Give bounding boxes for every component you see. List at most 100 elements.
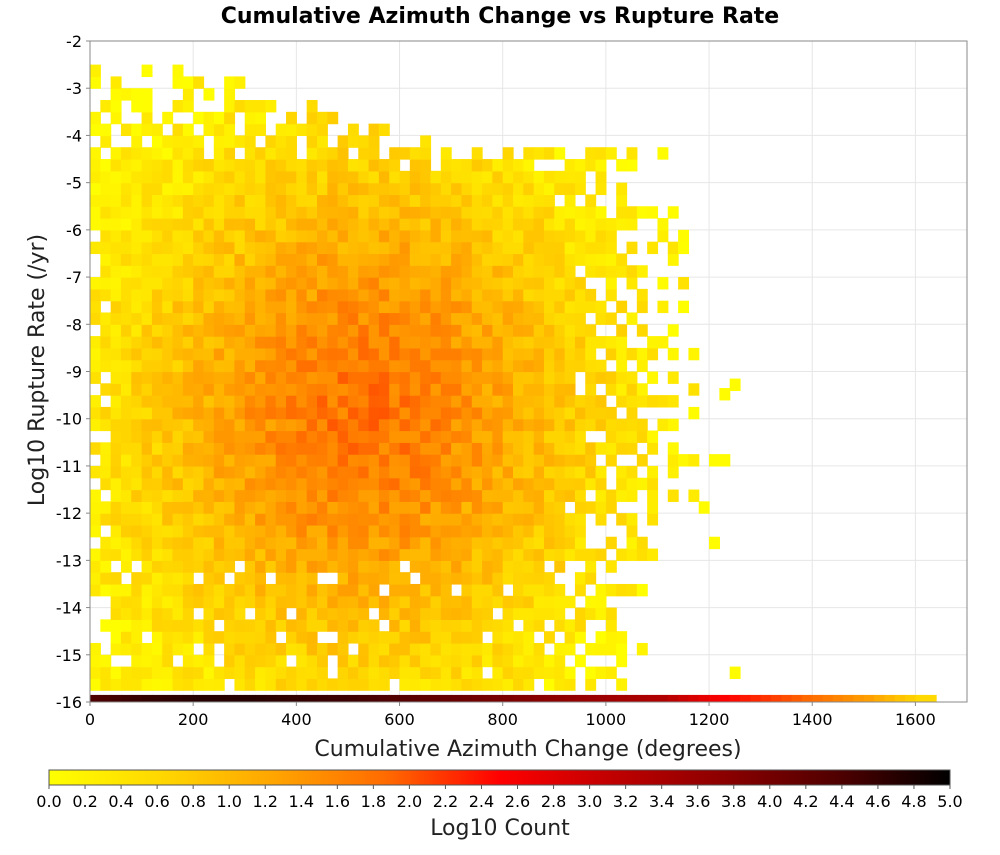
heatmap-cell bbox=[162, 607, 174, 620]
heatmap-cell bbox=[543, 277, 555, 290]
heatmap-cell bbox=[203, 548, 215, 561]
heatmap-cell bbox=[492, 430, 504, 443]
heatmap-cell bbox=[286, 336, 297, 349]
heatmap-cell bbox=[286, 359, 297, 373]
heatmap-cell bbox=[471, 654, 483, 668]
heatmap-cell bbox=[234, 678, 246, 691]
heatmap-cell bbox=[90, 288, 101, 302]
heatmap-cell-bottom bbox=[554, 694, 566, 702]
heatmap-cell bbox=[193, 312, 205, 325]
heatmap-cell bbox=[244, 147, 256, 160]
heatmap-cell bbox=[265, 159, 277, 172]
heatmap-cell bbox=[193, 383, 205, 396]
heatmap-cell bbox=[409, 619, 421, 632]
heatmap-cell bbox=[554, 359, 566, 373]
heatmap-cell bbox=[378, 524, 390, 538]
heatmap-cell bbox=[306, 359, 318, 373]
heatmap-cell bbox=[543, 288, 555, 302]
heatmap-cell bbox=[667, 371, 679, 384]
heatmap-cell bbox=[574, 312, 586, 325]
heatmap-cell bbox=[471, 359, 483, 373]
heatmap-cell bbox=[595, 418, 607, 432]
heatmap-cell bbox=[90, 501, 101, 514]
heatmap-cell-bottom bbox=[162, 694, 174, 702]
heatmap-cell bbox=[502, 524, 514, 538]
heatmap-cell bbox=[358, 560, 370, 573]
heatmap-cell bbox=[203, 501, 215, 514]
heatmap-cell bbox=[399, 607, 411, 620]
heatmap-cell-bottom bbox=[224, 694, 236, 702]
heatmap-cell bbox=[399, 253, 411, 266]
heatmap-cell bbox=[430, 371, 442, 384]
heatmap-cell-bottom bbox=[822, 694, 834, 702]
heatmap-cell bbox=[162, 194, 174, 207]
heatmap-cell bbox=[626, 489, 638, 502]
heatmap-cell bbox=[90, 241, 101, 255]
heatmap-cell-bottom bbox=[399, 694, 411, 702]
heatmap-cell bbox=[172, 383, 184, 396]
heatmap-cell bbox=[440, 595, 452, 609]
y-axis-ticks: -2-3-4-5-6-7-8-9-10-11-12-13-14-15-16 bbox=[56, 32, 90, 712]
heatmap-cell bbox=[120, 666, 132, 679]
heatmap-cell bbox=[513, 524, 524, 538]
heatmap-cell bbox=[585, 607, 597, 620]
heatmap-cell bbox=[461, 288, 473, 302]
heatmap-cell bbox=[234, 194, 246, 207]
heatmap-cell bbox=[203, 477, 215, 491]
heatmap-cell bbox=[471, 288, 483, 302]
heatmap-cell bbox=[90, 312, 101, 325]
heatmap-cell bbox=[110, 619, 122, 632]
heatmap-cell bbox=[368, 229, 380, 243]
heatmap-cell bbox=[141, 324, 153, 337]
heatmap-cell-bottom bbox=[265, 694, 277, 702]
heatmap-cell bbox=[368, 489, 380, 502]
heatmap-cell bbox=[337, 347, 349, 361]
heatmap-cell bbox=[636, 536, 648, 550]
heatmap-cell bbox=[224, 111, 236, 125]
heatmap-cell bbox=[482, 182, 493, 196]
heatmap-cell bbox=[244, 135, 256, 148]
heatmap-cell bbox=[430, 560, 442, 573]
heatmap-cell bbox=[626, 583, 638, 597]
heatmap-cell bbox=[286, 666, 297, 679]
heatmap-cell bbox=[162, 265, 174, 278]
heatmap-cell bbox=[141, 218, 153, 231]
heatmap-cell bbox=[213, 111, 225, 125]
heatmap-cell bbox=[626, 206, 638, 219]
heatmap-cell bbox=[595, 218, 607, 231]
heatmap-cell bbox=[626, 312, 638, 325]
heatmap-cell bbox=[275, 383, 287, 396]
heatmap-cell bbox=[368, 288, 380, 302]
heatmap-cell bbox=[430, 406, 442, 420]
heatmap-cell bbox=[420, 454, 432, 467]
heatmap-cell bbox=[471, 442, 483, 455]
heatmap-cell bbox=[574, 454, 586, 467]
heatmap-cell-bottom bbox=[523, 694, 535, 702]
heatmap-cell bbox=[523, 241, 535, 255]
heatmap-cell bbox=[172, 678, 184, 691]
heatmap-cell bbox=[430, 277, 442, 290]
heatmap-cell bbox=[151, 347, 163, 361]
heatmap-cell bbox=[523, 619, 535, 632]
heatmap-cell bbox=[533, 442, 545, 455]
heatmap-cell bbox=[347, 159, 359, 172]
heatmap-cell-bottom bbox=[430, 694, 442, 702]
heatmap-cell bbox=[502, 218, 514, 231]
heatmap-cell bbox=[471, 678, 483, 691]
heatmap-cell bbox=[234, 170, 246, 184]
heatmap-cell bbox=[203, 170, 215, 184]
heatmap-cell bbox=[502, 406, 514, 420]
heatmap-cell bbox=[110, 501, 122, 514]
heatmap-cell bbox=[234, 654, 246, 668]
heatmap-cell bbox=[409, 324, 421, 337]
heatmap-cell bbox=[172, 548, 184, 561]
heatmap-cell bbox=[203, 229, 215, 243]
heatmap-cell-bottom bbox=[193, 694, 205, 702]
heatmap-cell bbox=[306, 170, 318, 184]
heatmap-cell bbox=[554, 265, 566, 278]
heatmap-cell bbox=[420, 253, 432, 266]
heatmap-cell bbox=[368, 418, 380, 432]
heatmap-cell bbox=[533, 619, 545, 632]
heatmap-cell bbox=[347, 182, 359, 196]
heatmap-cell bbox=[141, 572, 153, 585]
